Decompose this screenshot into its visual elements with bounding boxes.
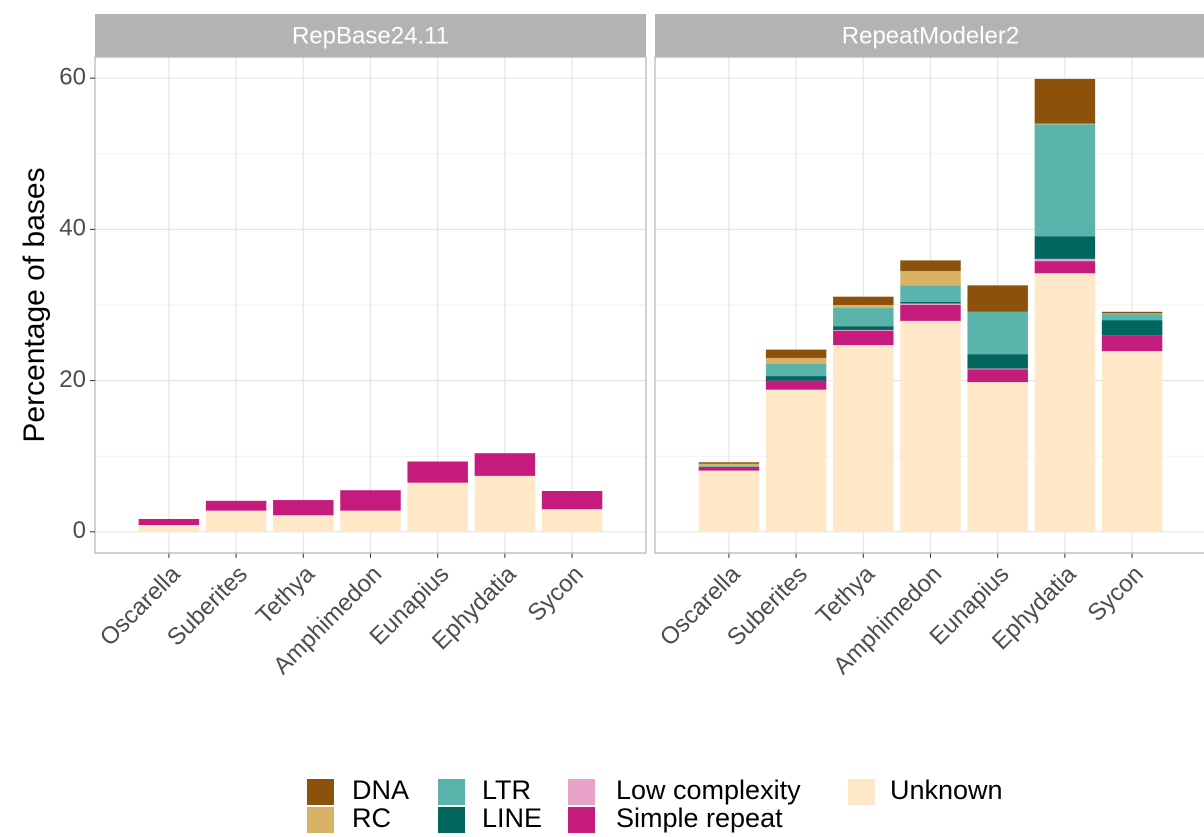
bar-segment: [340, 510, 401, 532]
y-tick-label: 60: [59, 64, 86, 91]
x-tick-label: Sycon: [1083, 561, 1149, 627]
bar-segment: [833, 345, 894, 532]
bar-segment: [205, 510, 267, 532]
bar-segment: [138, 525, 200, 532]
legend-label: LTR: [482, 775, 531, 805]
legend-swatch: [568, 779, 595, 805]
strip: [95, 14, 646, 57]
bar-segment: [833, 330, 894, 346]
bar-segment: [474, 453, 536, 476]
bar-segment: [1034, 78, 1096, 124]
facet-title: RepeatModeler2: [842, 22, 1019, 49]
bar-segment: [967, 354, 1028, 369]
bar-segment: [900, 305, 961, 321]
bar-segment: [900, 301, 961, 304]
bar-segment: [900, 270, 961, 286]
bar-segment: [698, 466, 760, 467]
bar-segment: [273, 515, 334, 532]
facet-title: RepBase24.11: [292, 22, 449, 49]
legend-label: LINE: [482, 803, 542, 833]
legend-swatch: [307, 807, 334, 833]
legend-label: Simple repeat: [616, 803, 783, 833]
y-axis-label: Percentage of bases: [18, 167, 51, 442]
bar-segment: [967, 369, 1028, 383]
bar-segment: [900, 303, 961, 305]
bar-segment: [967, 285, 1028, 312]
bar-segment: [967, 382, 1028, 532]
legend-label: Low complexity: [616, 775, 801, 805]
bar-segment: [1101, 313, 1163, 315]
bar-segment: [765, 349, 827, 358]
bar-segment: [900, 260, 961, 271]
bar-segment: [833, 296, 894, 305]
bar-segment: [833, 326, 894, 330]
bar-segment: [765, 357, 827, 364]
bar-segment: [1034, 261, 1096, 274]
bar-segment: [340, 490, 401, 511]
bar-segment: [900, 285, 961, 302]
bar-segment: [900, 320, 961, 532]
bar-segment: [138, 518, 200, 526]
bar-segment: [1034, 273, 1096, 532]
legend-swatch: [438, 779, 465, 805]
bar-segment: [833, 308, 894, 327]
bar-segment: [1101, 311, 1163, 314]
bar-segment: [1034, 236, 1096, 259]
bar-segment: [1034, 124, 1096, 237]
bar-segment: [833, 329, 894, 331]
bar-segment: [407, 482, 468, 532]
bar-segment: [1034, 123, 1096, 125]
y-tick-label: 40: [59, 215, 86, 242]
legend-label: Unknown: [890, 775, 1003, 805]
bar-segment: [833, 305, 894, 309]
bar-segment: [698, 470, 760, 532]
bar-segment: [698, 462, 760, 464]
legend-label: DNA: [352, 775, 409, 805]
panel-border: [654, 56, 1204, 554]
bar-segment: [967, 311, 1028, 355]
bar-segment: [698, 466, 760, 471]
bar-segment: [474, 475, 536, 532]
bar-segment: [1034, 258, 1096, 262]
y-tick-label: 20: [59, 366, 86, 393]
bar-segment: [765, 389, 827, 532]
bar-segment: [967, 368, 1028, 370]
legend-swatch: [568, 807, 595, 833]
bar-segment: [698, 463, 760, 467]
bar-segment: [1101, 351, 1163, 532]
bar-segment: [541, 509, 603, 532]
bar-segment: [541, 491, 603, 510]
bar-segment: [1101, 314, 1163, 321]
bar-segment: [765, 363, 827, 377]
legend-swatch: [307, 779, 334, 805]
legend-swatch: [438, 807, 465, 833]
legend-swatch: [848, 779, 875, 805]
bar-segment: [205, 500, 267, 511]
bar-segment: [273, 500, 334, 516]
y-tick-label: 0: [73, 517, 86, 544]
bar-segment: [1101, 335, 1163, 352]
legend-label: RC: [352, 803, 391, 833]
bar-segment: [765, 380, 827, 390]
bar-segment: [407, 461, 468, 483]
strip: [655, 14, 1204, 57]
x-tick-label: Sycon: [523, 561, 589, 627]
bar-segment: [765, 376, 827, 381]
bar-segment: [1101, 320, 1163, 336]
